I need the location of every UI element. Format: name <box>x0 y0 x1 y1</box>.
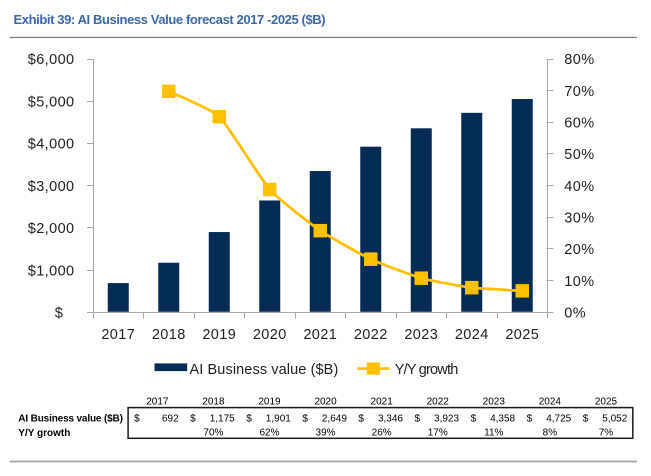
svg-text:26%: 26% <box>372 427 392 438</box>
svg-text:8%: 8% <box>543 427 558 438</box>
svg-text:$5,000: $5,000 <box>28 94 75 110</box>
svg-text:2017: 2017 <box>101 327 135 343</box>
svg-text:2022: 2022 <box>354 327 388 343</box>
svg-text:39%: 39% <box>316 427 336 438</box>
svg-text:$: $ <box>414 413 420 424</box>
svg-text:692: 692 <box>162 413 179 424</box>
svg-text:Y/Y growth: Y/Y growth <box>395 362 458 378</box>
svg-text:10%: 10% <box>564 274 594 290</box>
svg-text:20%: 20% <box>564 242 594 258</box>
svg-text:2,649: 2,649 <box>322 413 347 424</box>
svg-text:1,901: 1,901 <box>266 413 291 424</box>
svg-text:AI Business value ($B): AI Business value ($B) <box>18 414 123 425</box>
svg-text:2025: 2025 <box>505 327 539 343</box>
svg-text:AI Business value ($B): AI Business value ($B) <box>190 362 339 378</box>
svg-text:2018: 2018 <box>152 327 186 343</box>
svg-text:2024: 2024 <box>539 397 562 408</box>
svg-text:40%: 40% <box>564 179 594 195</box>
svg-text:70%: 70% <box>203 427 223 438</box>
svg-text:4,358: 4,358 <box>490 413 515 424</box>
svg-text:$2,000: $2,000 <box>28 221 75 237</box>
svg-text:2019: 2019 <box>258 397 281 408</box>
svg-text:$: $ <box>527 413 533 424</box>
svg-text:$: $ <box>358 413 364 424</box>
svg-text:$1,000: $1,000 <box>28 263 75 279</box>
svg-text:$: $ <box>134 413 140 424</box>
svg-text:2017: 2017 <box>146 397 169 408</box>
svg-text:$6,000: $6,000 <box>28 52 75 68</box>
svg-text:5,052: 5,052 <box>602 413 627 424</box>
svg-text:$: $ <box>246 413 252 424</box>
svg-text:Y/Y growth: Y/Y growth <box>18 428 70 439</box>
svg-text:80%: 80% <box>564 52 594 68</box>
svg-text:7%: 7% <box>599 427 614 438</box>
svg-text:2023: 2023 <box>404 327 438 343</box>
svg-text:2021: 2021 <box>371 397 394 408</box>
svg-text:3,346: 3,346 <box>378 413 403 424</box>
svg-text:$: $ <box>302 413 308 424</box>
svg-text:$4,000: $4,000 <box>28 137 75 153</box>
svg-text:2021: 2021 <box>303 327 337 343</box>
svg-text:2020: 2020 <box>253 327 287 343</box>
svg-text:2024: 2024 <box>455 327 489 343</box>
svg-text:$: $ <box>583 413 589 424</box>
svg-text:2023: 2023 <box>483 397 506 408</box>
svg-text:2019: 2019 <box>202 327 236 343</box>
svg-text:$: $ <box>190 413 196 424</box>
svg-text:50%: 50% <box>564 147 594 163</box>
svg-text:4,725: 4,725 <box>546 413 571 424</box>
svg-text:2018: 2018 <box>202 397 225 408</box>
svg-text:70%: 70% <box>564 84 594 100</box>
svg-text:62%: 62% <box>259 427 279 438</box>
svg-text:Exhibit 39: AI Business Value: Exhibit 39: AI Business Value forecast 2… <box>14 12 326 27</box>
svg-text:$3,000: $3,000 <box>28 179 75 195</box>
svg-text:2025: 2025 <box>595 397 618 408</box>
svg-text:0%: 0% <box>564 306 586 322</box>
svg-text:1,175: 1,175 <box>210 413 235 424</box>
svg-text:11%: 11% <box>484 427 503 438</box>
svg-text:$: $ <box>471 413 477 424</box>
svg-text:60%: 60% <box>564 116 594 132</box>
svg-text:17%: 17% <box>428 427 448 438</box>
svg-text:30%: 30% <box>564 211 594 227</box>
svg-text:3,923: 3,923 <box>434 413 459 424</box>
svg-text:2022: 2022 <box>427 397 450 408</box>
svg-text:2020: 2020 <box>314 397 337 408</box>
svg-text:$: $ <box>55 306 63 322</box>
